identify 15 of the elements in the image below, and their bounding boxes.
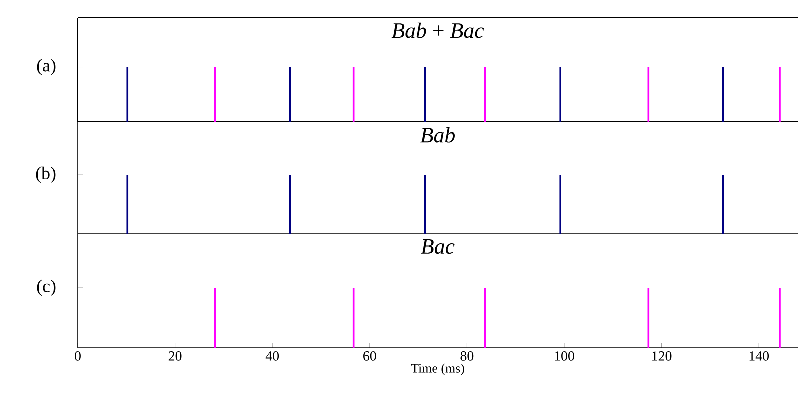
x-tick-label: 120 — [652, 352, 672, 361]
x-tick-label: 140 — [750, 352, 770, 361]
x-tick-label: 60 — [364, 352, 376, 361]
x-tick-label: 100 — [555, 352, 574, 361]
x-tick-label: 80 — [460, 352, 474, 361]
chart-title: Bab + Bac — [392, 22, 484, 38]
x-axis-title: Time (ms) — [411, 364, 464, 376]
x-tick-label: 0 — [75, 352, 81, 361]
y-axis-title: (a) — [37, 59, 56, 76]
y-axis-title: (b) — [36, 166, 56, 184]
chart-title: Bab — [420, 127, 455, 143]
y-axis-title: (c) — [37, 280, 56, 296]
chart-title: Bac — [421, 240, 455, 254]
x-tick-label: 40 — [266, 352, 280, 361]
x-tick-label: 20 — [168, 352, 182, 361]
